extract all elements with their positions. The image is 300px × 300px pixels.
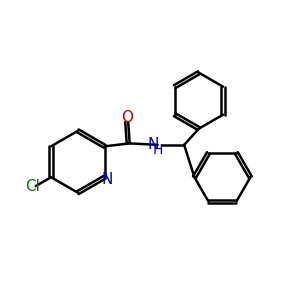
Text: N: N xyxy=(101,172,113,187)
Text: Cl: Cl xyxy=(25,178,40,194)
Text: N: N xyxy=(148,137,159,152)
Text: H: H xyxy=(152,143,163,157)
Text: O: O xyxy=(121,110,133,125)
